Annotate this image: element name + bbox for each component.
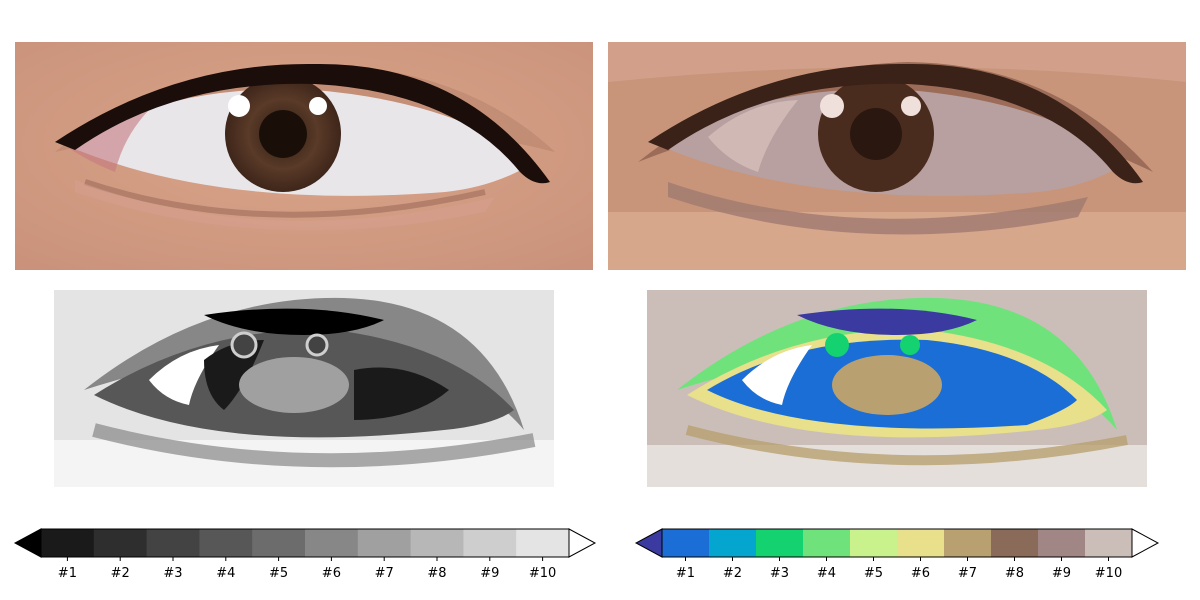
gray-colorbar-segment [410,529,464,557]
quantized-eye-image [608,42,1186,270]
gray-colorbar-tick-label: #7 [374,566,394,581]
color-colorbar-tick-label: #6 [910,566,931,581]
color-colorbar-segment [709,529,757,557]
color-colorbar-segment [944,529,992,557]
gray-colorbar-tick-label: #9 [480,566,500,581]
original-eye-image [15,42,593,270]
color-colorbar-segment [1038,529,1086,557]
gray-colorbar-segment [305,529,359,557]
color-colorbar-segment [1085,529,1133,557]
color-colorbar: #1 #2 #3 #4 #5 #6 #7 #8 #9 #10 [634,528,1160,588]
grayscale-colorbar-graphic [13,528,597,561]
color-colorbar-tick-label: #3 [769,566,790,581]
gray-colorbar-segment [357,529,412,557]
gray-colorbar-frame [40,528,570,558]
color-colorbar-tick-label: #2 [722,566,743,581]
gray-colorbar-segment [93,529,148,557]
eye-gray-segmentation-icon [54,290,554,487]
color-colorbar-tick-label: #10 [1094,566,1123,581]
gray-colorbar-tick-label: #4 [216,566,236,581]
color-colorbar-segment [850,529,898,557]
color-colorbar-frame [661,528,1133,558]
color-colorbar-tick-label: #9 [1051,566,1072,581]
color-colorbar-segment [803,529,851,557]
color-segmentation-image [647,290,1147,487]
gray-colorbar-segment [252,529,306,557]
color-colorbar-tick-label: #7 [957,566,978,581]
color-colorbar-under-extension [634,528,663,558]
color-colorbar-tick-label: #1 [675,566,696,581]
gray-colorbar-tick-label: #6 [321,566,341,581]
gray-colorbar-segment [146,529,200,557]
eye-photo-quantized-icon [608,42,1186,270]
gray-colorbar-segment [41,529,95,557]
gray-colorbar-tick-label: #2 [110,566,130,581]
gray-colorbar-tick-label: #3 [163,566,183,581]
color-colorbar-over-extension [1131,528,1160,558]
gray-colorbar-segment [463,529,517,557]
color-colorbar-segment [897,529,945,557]
color-colorbar-segment [991,529,1039,557]
gray-colorbar-segment [516,529,570,557]
color-colorbar-tick-label: #4 [816,566,837,581]
gray-colorbar-segment [199,529,253,557]
gray-colorbar-tick-label: #1 [57,566,77,581]
gray-colorbar-over-extension [568,528,597,558]
gray-colorbar-under-extension [13,528,42,558]
color-colorbar-graphic [634,528,1160,561]
eye-color-segmentation-icon [647,290,1147,487]
color-colorbar-tick-label: #8 [1004,566,1025,581]
gray-colorbar-tick-label: #10 [528,566,557,581]
gray-colorbar-tick-label: #5 [269,566,289,581]
color-colorbar-segment [756,529,804,557]
grayscale-colorbar: #1 #2 #3 #4 #5 #6 #7 #8 #9 #10 [13,528,597,588]
color-colorbar-tick-label: #5 [863,566,884,581]
color-colorbar-segment [662,529,710,557]
gray-colorbar-tick-label: #8 [427,566,447,581]
eye-photo-original-icon [15,42,593,270]
grayscale-segmentation-image [54,290,554,487]
